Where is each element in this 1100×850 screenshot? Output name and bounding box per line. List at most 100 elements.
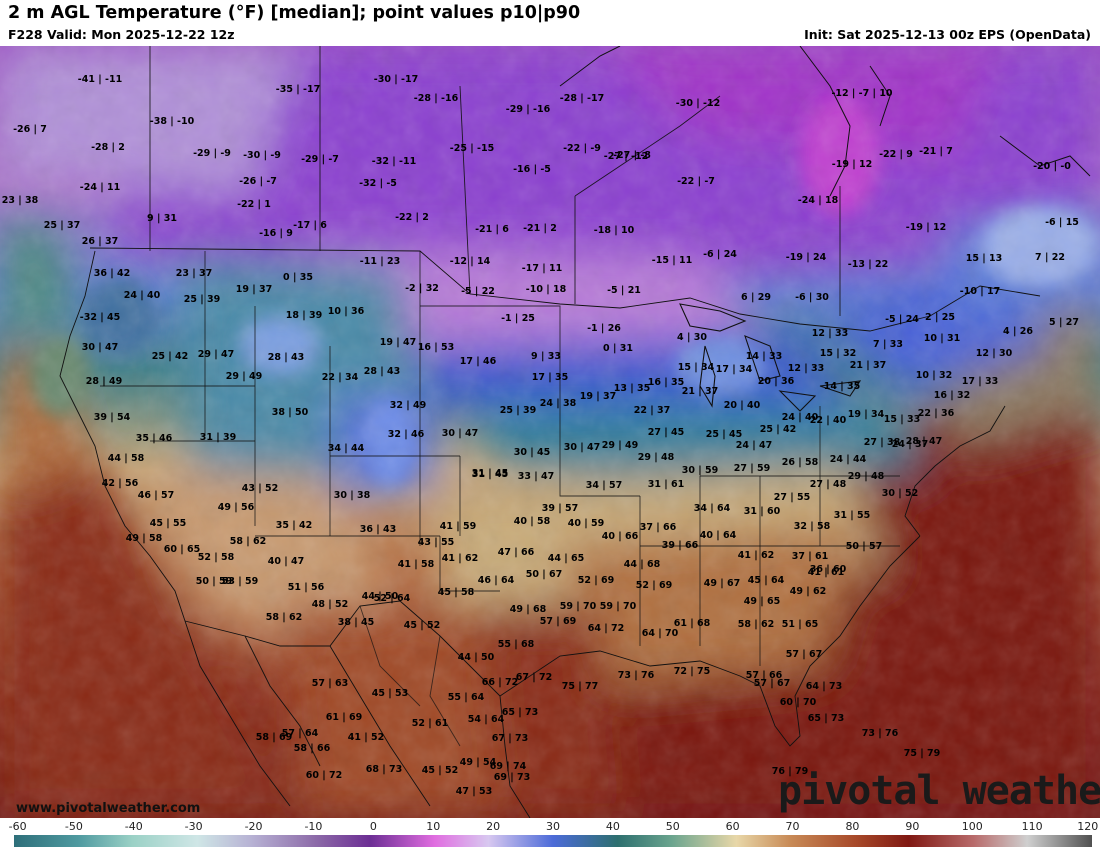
point-value-label: 7 | 22 <box>1035 252 1065 263</box>
point-value-label: 65 | 73 <box>808 713 845 724</box>
point-value-label: -28 | 2 <box>91 142 125 153</box>
point-value-label: -32 | 45 <box>80 312 120 323</box>
colorbar-tick-label: 10 <box>426 820 441 833</box>
point-value-label: 5 | 27 <box>1049 317 1079 328</box>
point-value-label: 32 | 49 <box>390 400 427 411</box>
point-value-label: 12 | 33 <box>812 328 849 339</box>
point-value-label: 41 | 62 <box>442 553 479 564</box>
point-value-label: -16 | 9 <box>259 228 293 239</box>
point-value-label: 27 | 55 <box>774 492 811 503</box>
point-value-label: 24 | 37 <box>892 439 929 450</box>
point-value-label: -21 | 6 <box>475 224 509 235</box>
point-value-label: 69 | 73 <box>494 772 531 783</box>
point-value-label: -19 | 12 <box>906 222 946 233</box>
colorbar-tick-label: -20 <box>244 820 263 833</box>
point-value-label: 43 | 55 <box>418 537 455 548</box>
point-value-label: -29 | -9 <box>193 148 231 159</box>
point-value-label: 12 | 30 <box>976 348 1013 359</box>
point-value-label: 75 | 77 <box>562 681 599 692</box>
point-value-label: 23 | 38 <box>2 195 39 206</box>
point-value-label: 58 | 62 <box>230 536 267 547</box>
colorbar-tick-label: 90 <box>905 820 920 833</box>
point-value-label: 49 | 54 <box>460 757 497 768</box>
point-value-label: 46 | 64 <box>478 575 515 586</box>
great-lakes <box>679 303 862 412</box>
point-value-label: 15 | 13 <box>966 253 1003 264</box>
point-value-label: 57 | 64 <box>282 728 319 739</box>
point-value-label: -24 | 18 <box>798 195 839 206</box>
point-value-label: 26 | 58 <box>782 457 819 468</box>
point-value-label: -21 | 2 <box>523 223 557 234</box>
point-value-label: -27 | -12 <box>604 151 648 162</box>
point-value-label: -19 | 24 <box>786 252 827 263</box>
point-value-label: 35 | 42 <box>276 520 313 531</box>
point-value-label: 47 | 66 <box>498 547 535 558</box>
point-value-label: 39 | 54 <box>94 412 131 423</box>
point-value-label: 48 | 52 <box>312 599 349 610</box>
point-value-label: 36 | 42 <box>94 268 131 279</box>
site-url: www.pivotalweather.com <box>16 801 200 816</box>
point-value-label: 52 | 64 <box>374 593 411 604</box>
point-value-label: 75 | 79 <box>904 748 941 759</box>
point-value-label: 30 | 45 <box>514 447 551 458</box>
point-value-label: 66 | 72 <box>482 677 519 688</box>
point-value-label: 64 | 70 <box>642 628 679 639</box>
point-value-label: 44 | 65 <box>548 553 585 564</box>
point-value-label: 32 | 46 <box>388 429 425 440</box>
point-value-label: 50 | 59 <box>196 576 233 587</box>
point-value-label: 50 | 67 <box>526 569 563 580</box>
point-value-label: -6 | 24 <box>703 249 737 260</box>
point-value-label: 22 | 34 <box>322 372 359 383</box>
point-value-label: 31 | 55 <box>834 510 871 521</box>
point-value-label: -11 | 23 <box>360 256 400 267</box>
point-value-label: -10 | 18 <box>526 284 567 295</box>
point-value-label: -12 | 14 <box>450 256 491 267</box>
point-value-label: 58 | 66 <box>294 743 331 754</box>
point-value-label: 45 | 55 <box>150 518 187 529</box>
init-time: Init: Sat 2025-12-13 00z EPS (OpenData) <box>804 27 1091 42</box>
point-value-label: -5 | 24 <box>885 314 919 325</box>
point-value-label: 0 | 31 <box>603 343 633 354</box>
point-value-label: 41 | 59 <box>440 521 477 532</box>
point-value-label: 57 | 67 <box>786 649 823 660</box>
point-value-label: 31 | 61 <box>648 479 685 490</box>
point-value-label: 57 | 63 <box>312 678 349 689</box>
point-value-label: 7 | 33 <box>873 339 903 350</box>
point-value-label: 19 | 37 <box>236 284 273 295</box>
point-value-label: 54 | 64 <box>468 714 505 725</box>
point-values-layer: -41 | -11 -35 | -17 -30 | -17 -28 | -16 -28 … <box>2 74 1079 797</box>
point-value-label: 65 | 73 <box>502 707 539 718</box>
point-value-label: 52 | 61 <box>412 718 449 729</box>
point-value-label: -35 | -17 <box>276 84 320 95</box>
point-value-label: 31 | 45 <box>472 468 509 479</box>
colorbar-tick-label: 20 <box>486 820 501 833</box>
point-value-label: 24 | 47 <box>736 440 773 451</box>
point-value-label: 15 | 32 <box>820 348 857 359</box>
point-value-label: 67 | 73 <box>492 733 529 744</box>
point-value-label: 45 | 64 <box>748 575 785 586</box>
point-value-label: 28 | 47 <box>906 436 943 447</box>
point-value-label: 60 | 70 <box>780 697 817 708</box>
point-value-label: 29 | 47 <box>198 349 235 360</box>
point-value-label: 37 | 66 <box>640 522 677 533</box>
point-value-label: 21 | 37 <box>850 360 887 371</box>
colorbar-strip <box>14 835 1092 847</box>
point-value-label: -29 | -7 <box>301 154 339 165</box>
point-value-label: 31 | 39 <box>200 432 237 443</box>
point-value-label: 19 | 47 <box>380 337 417 348</box>
point-value-label: 17 | 34 <box>716 364 753 375</box>
point-value-label: 64 | 73 <box>806 681 843 692</box>
colorbar-tick-label: 120 <box>1077 820 1099 833</box>
point-value-label: 51 | 65 <box>782 619 819 630</box>
point-value-label: 44 | 58 <box>108 453 145 464</box>
point-value-label: 4 | 26 <box>1003 326 1033 337</box>
map-svg: -41 | -11 -35 | -17 -30 | -17 -28 | -16 -28 … <box>0 46 1100 818</box>
colorbar-tick-label: -10 <box>304 820 323 833</box>
colorbar-tick-label: -40 <box>124 820 143 833</box>
point-value-label: 68 | 73 <box>366 764 403 775</box>
colorbar-tick-labels: -60 -50 -40 -30 -20 -10 0 10 20 30 40 50 60 70 80 90 100… <box>0 820 1100 834</box>
point-value-label: 40 | 47 <box>268 556 305 567</box>
point-value-label: 41 | 52 <box>348 732 385 743</box>
point-value-label: -30 | -12 <box>676 98 720 109</box>
point-value-label: 30 | 38 <box>334 490 371 501</box>
